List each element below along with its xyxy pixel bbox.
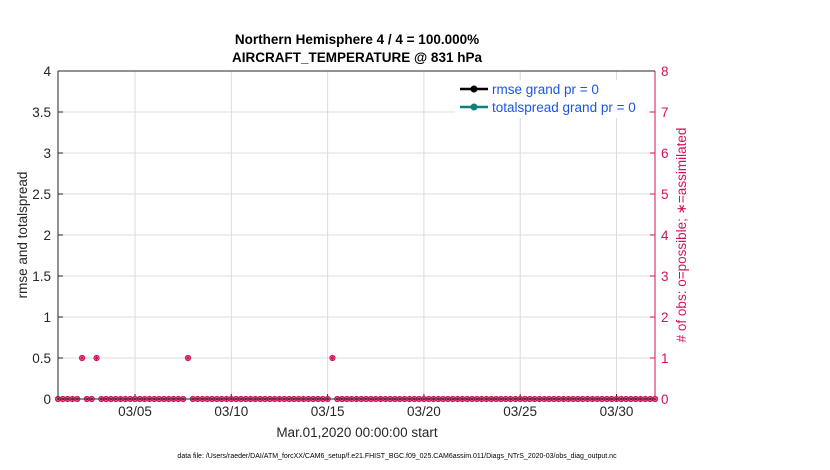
left-axis-ticks: 0 0.5 1 1.5 2 2.5 3 3.5 4 [32,64,63,407]
legend-box [455,80,647,118]
x-tick-label: 03/05 [118,404,152,419]
y-axis-label-right: # of obs: o=possible; ∗=assimilated [674,128,689,343]
data-file-footer: data file: /Users/raeder/DAI/ATM_forcXX/… [177,453,617,460]
y-right-tick-label: 7 [661,105,669,120]
x-tick-label: 03/20 [407,404,441,419]
x-tick-label: 03/10 [214,404,248,419]
y-right-tick-label: 4 [661,228,669,243]
obs-assimilated-marker [79,355,85,361]
y-right-tick-label: 0 [661,392,669,407]
y-right-tick-label: 8 [661,64,669,79]
y-tick-label: 0 [43,392,51,407]
obs-assimilated-stroke [79,355,85,361]
y-tick-label: 2 [43,228,51,243]
x-axis-label: Mar.01,2020 00:00:00 start [276,425,438,440]
right-axis-ticks: 0 1 2 3 4 5 6 7 8 [650,64,669,407]
x-tick-label: 03/30 [600,404,634,419]
legend-rmse-label: rmse grand pr = 0 [492,82,599,97]
legend-spread-marker [470,103,478,111]
y-axis-label: rmse and totalspread [15,172,30,299]
y-tick-label: 3 [43,146,51,161]
y-tick-label: 4 [43,64,51,79]
legend: rmse grand pr = 0 totalspread grand pr =… [455,80,647,118]
y-right-tick-label: 5 [661,187,669,202]
y-right-tick-label: 2 [661,310,669,325]
obs-assimilated-stroke [330,355,335,361]
chart-subtitle: AIRCRAFT_TEMPERATURE @ 831 hPa [232,50,482,65]
chart-title: Northern Hemisphere 4 / 4 = 100.000% [235,32,479,47]
y-right-tick-label: 3 [661,269,669,284]
y-tick-label: 0.5 [32,351,51,366]
x-tick-label: 03/25 [503,404,537,419]
y-tick-label: 2.5 [32,187,51,202]
legend-rmse-marker [470,85,478,93]
obs-assimilated-marker [185,355,191,361]
obs-assimilated-stroke [94,355,99,361]
legend-spread-label: totalspread grand pr = 0 [492,100,636,115]
y-tick-label: 1 [43,310,51,325]
x-tick-label: 03/15 [311,404,345,419]
obs-assimilated-marker [93,355,100,361]
y-right-tick-label: 1 [661,351,669,366]
y-tick-label: 1.5 [32,269,51,284]
y-right-tick-label: 6 [661,146,669,161]
x-axis-ticks: 03/05 03/10 03/15 03/20 03/25 03/30 [118,394,633,419]
y-tick-label: 3.5 [32,105,51,120]
obs-assimilated-marker [329,355,336,361]
obs-assimilated-stroke [185,355,191,361]
